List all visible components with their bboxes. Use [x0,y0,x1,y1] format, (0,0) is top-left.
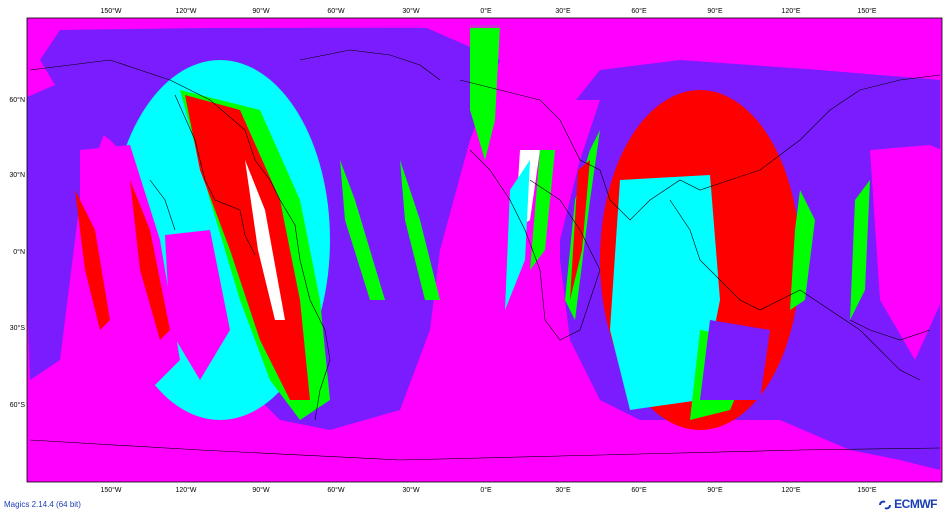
green-sliver-far-east [790,190,815,310]
lon-ticks-bottom: 150°W 120°W 90°W 60°W 30°W 0°E 30°E 60°E 90°E 120… [100,486,876,494]
lat-ticks-left: 60°N 30°N 0°N 30°S 60°S [9,96,25,409]
lon-tick-label-top: 60°E [631,7,647,15]
cyan-block-east [610,175,720,410]
magenta-band-east [870,145,942,360]
lon-tick-label-bottom: 90°E [707,486,723,494]
green-cone-north [470,25,500,160]
lon-tick-label-top: 150°W [100,7,121,15]
lon-tick-label-bottom: 120°E [781,486,800,494]
lon-tick-label-bottom: 60°W [327,486,345,494]
lat-tick-label: 0°N [13,248,25,256]
lon-tick-label-top: 30°W [402,7,420,15]
magenta-strip-west [80,145,180,390]
red-sliver-west [75,190,110,330]
green-sliver-center [530,150,555,270]
green-sliver-1 [340,160,385,300]
lon-tick-label-bottom: 30°W [402,486,420,494]
lon-tick-label-bottom: 120°W [175,486,196,494]
lon-tick-label-top: 90°W [252,7,270,15]
lat-tick-label: 60°S [10,401,26,409]
lon-tick-label-top: 0°E [480,7,492,15]
ecmwf-logo-text: ECMWF [894,497,937,511]
swath-layer [27,18,942,482]
top-fringe [27,18,942,28]
red-swath-west [185,95,310,400]
coastlines [29,49,941,461]
magics-version-label: Magics 2.14.4 (64 bit) [4,500,81,509]
lon-tick-label-top: 150°E [857,7,876,15]
purple-band-edge [27,70,120,380]
lon-tick-label-bottom: 60°E [631,486,647,494]
lon-tick-label-top: 120°E [781,7,800,15]
lon-tick-label-top: 120°W [175,7,196,15]
lon-ticks-top: 150°W 120°W 90°W 60°W 30°W 0°E 30°E 60°E 90°E 120… [100,7,876,15]
lon-tick-label-top: 60°W [327,7,345,15]
map-frame [26,17,943,483]
lat-tick-label: 30°S [10,324,26,332]
bottom-fringe [27,470,942,482]
ecmwf-logo: ECMWF [878,497,937,511]
lon-tick-label-bottom: 150°W [100,486,121,494]
ecmwf-logo-icon [878,499,892,510]
cyan-sliver-center [505,160,530,310]
purple-patch-east [700,320,770,400]
red-sliver-west-2 [130,180,170,340]
green-sliver-far-east-2 [850,180,870,320]
magenta-bottom [27,400,942,482]
magenta-patch-west [165,230,230,380]
lon-tick-label-bottom: 0°E [480,486,492,494]
lat-tick-label: 30°N [9,171,25,179]
green-sliver-2 [400,160,440,300]
white-gap-west [245,160,285,320]
lon-tick-label-bottom: 90°W [252,486,270,494]
lon-tick-label-bottom: 30°E [555,486,571,494]
lon-tick-label-top: 30°E [555,7,571,15]
lat-tick-label: 60°N [9,96,25,104]
lon-tick-label-bottom: 150°E [857,486,876,494]
lon-tick-label-top: 90°E [707,7,723,15]
